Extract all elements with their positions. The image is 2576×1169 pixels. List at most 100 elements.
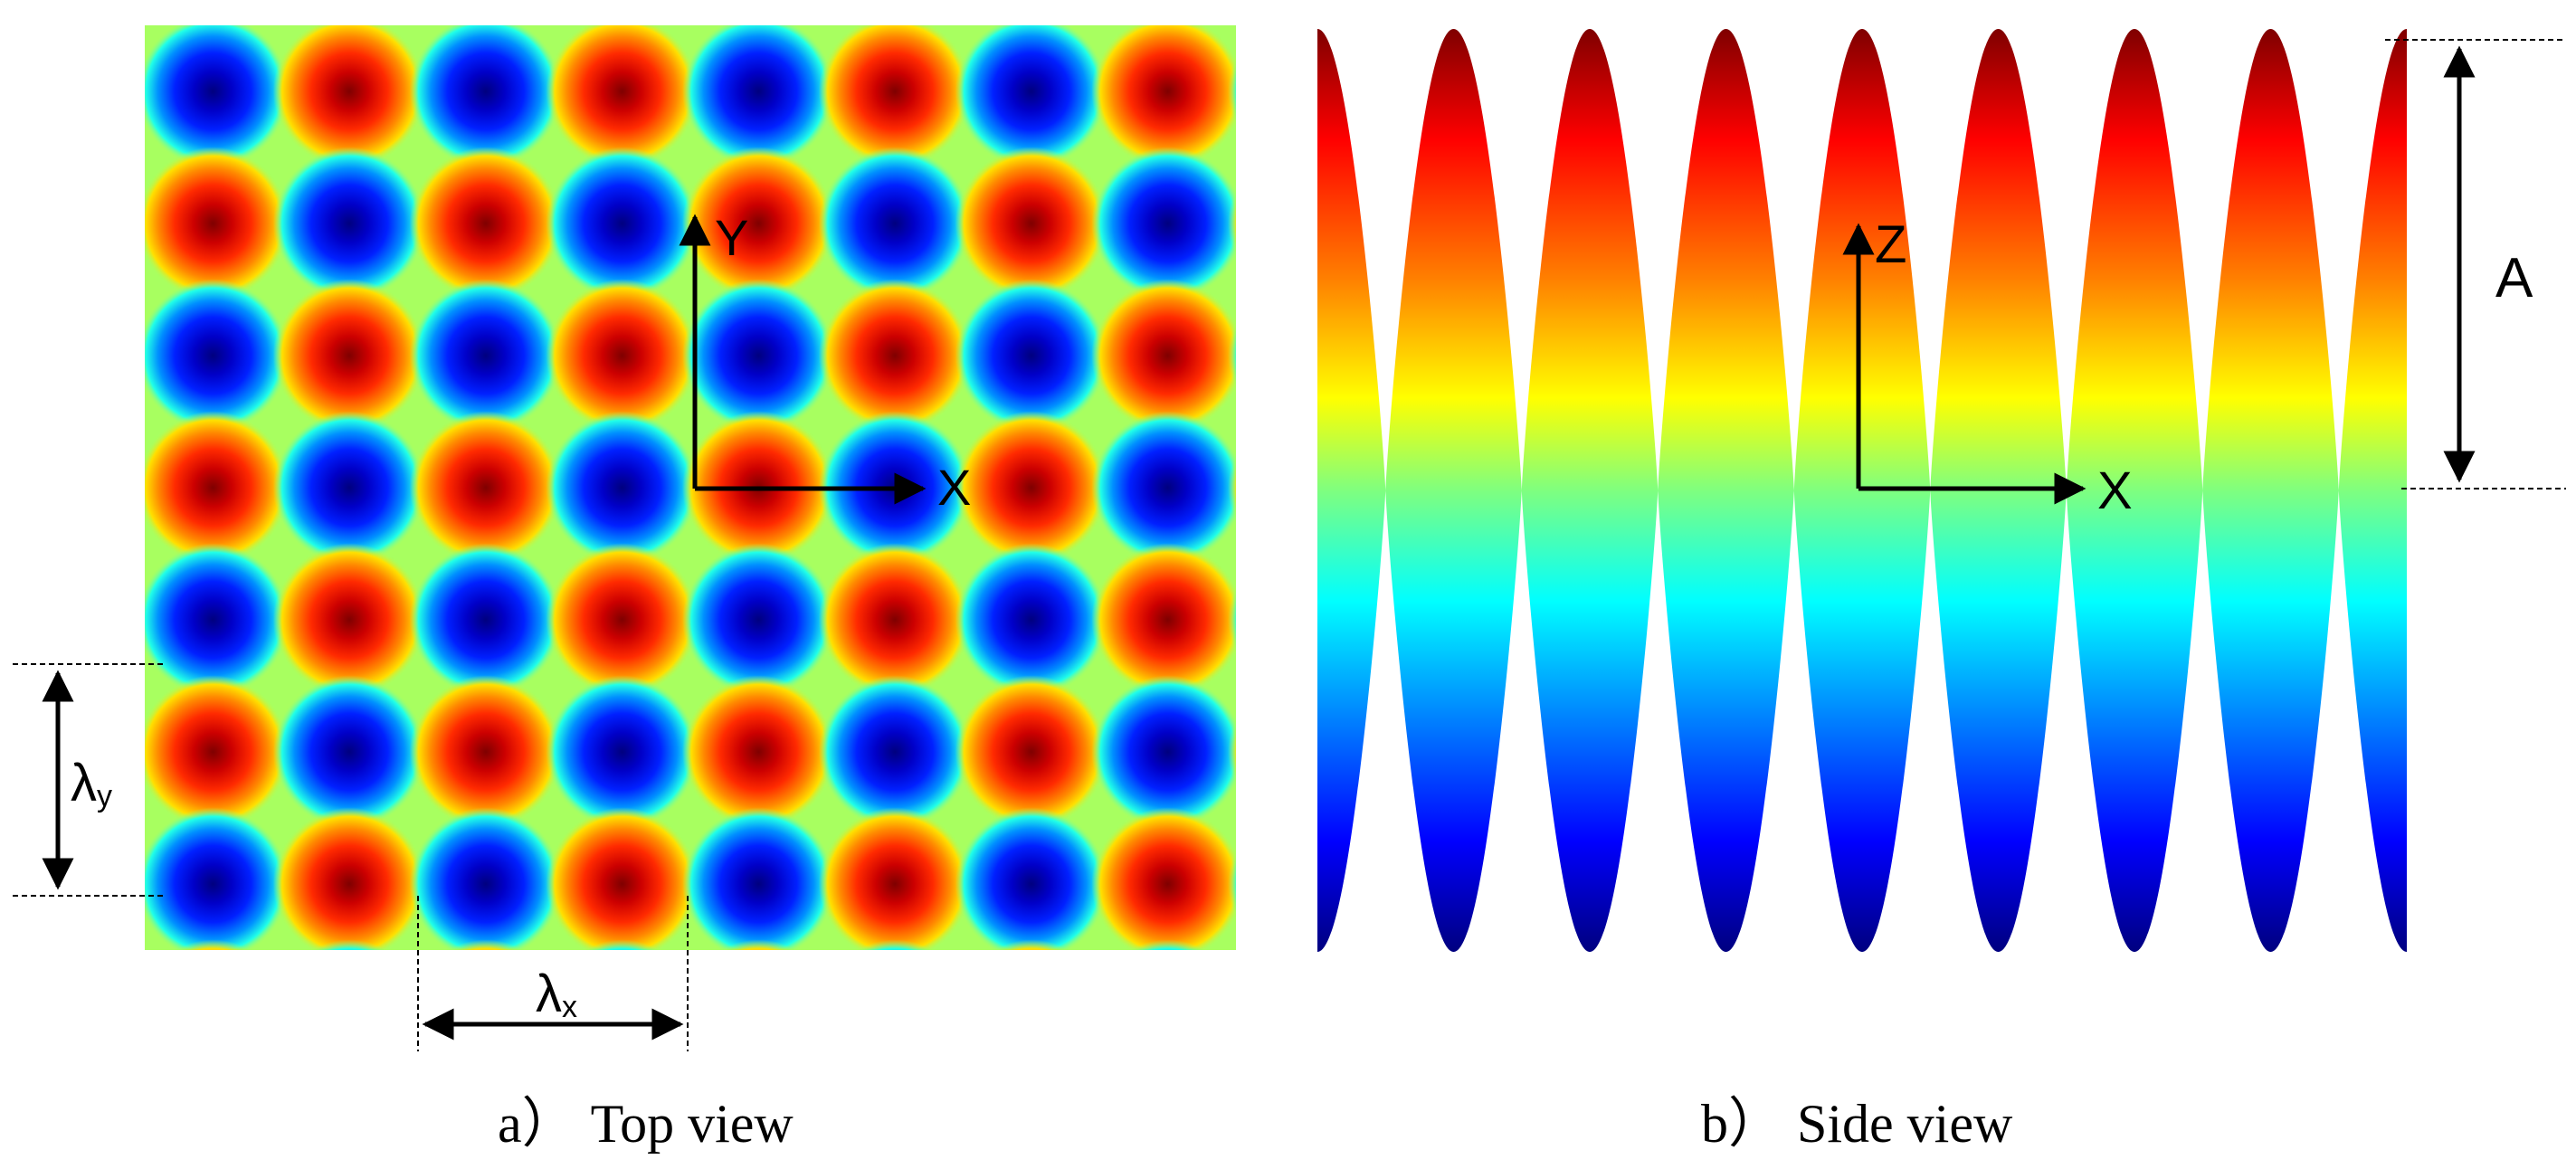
top-view-trough-cell bbox=[682, 543, 835, 697]
top-view-trough-cell bbox=[0, 0, 153, 36]
side-view-caption-text: Side view bbox=[1797, 1094, 2013, 1154]
top-view-peak-cell bbox=[145, 147, 290, 300]
top-view-peak-cell bbox=[1228, 452, 1236, 523]
top-view-peak-cell bbox=[174, 939, 252, 950]
top-view-peak-cell bbox=[1228, 717, 1236, 787]
top-view-trough-cell bbox=[272, 411, 426, 565]
top-view-peak-cell bbox=[818, 807, 972, 950]
top-view-trough-cell bbox=[682, 279, 835, 432]
top-view-peak-cell bbox=[546, 543, 699, 697]
lambda-y-symbol: λ bbox=[71, 754, 97, 813]
top-view-caption-tag: a） bbox=[498, 1094, 576, 1154]
top-view-peak-cell bbox=[682, 675, 835, 829]
top-view-peak-cell bbox=[272, 807, 426, 950]
lambda-y-subscript: y bbox=[97, 779, 112, 813]
top-view-trough-cell bbox=[955, 807, 1108, 950]
amplitude-label: A bbox=[2495, 247, 2533, 309]
top-view-trough-cell bbox=[1128, 939, 1207, 950]
top-view-peak-cell bbox=[1091, 807, 1236, 950]
top-view-peak-cell bbox=[145, 56, 153, 127]
top-view-peak-cell bbox=[1228, 188, 1236, 259]
top-view-peak-cell bbox=[993, 939, 1070, 950]
lambda-x-label: λx bbox=[536, 965, 577, 1024]
top-view-trough-cell bbox=[546, 675, 699, 829]
top-view-trough-cell bbox=[272, 675, 426, 829]
top-view-peak-cell bbox=[818, 543, 972, 697]
top-view-trough-cell bbox=[818, 675, 972, 829]
top-view-trough-cell bbox=[272, 147, 426, 300]
side-view-caption-tag: b） bbox=[1701, 1094, 1782, 1154]
top-view-trough-cell bbox=[583, 939, 661, 950]
top-view-trough-cell bbox=[145, 543, 290, 697]
top-view-peak-cell bbox=[546, 25, 699, 168]
top-view-peak-cell bbox=[1228, 939, 1381, 1092]
top-view-peak-cell bbox=[818, 25, 972, 168]
top-view-trough-cell bbox=[682, 25, 835, 168]
side-view-panel: A Z X b） Side view bbox=[1317, 29, 2566, 1154]
top-view-trough-cell bbox=[409, 807, 563, 950]
top-view-y-axis-label: Y bbox=[715, 209, 748, 266]
top-view-trough-cell bbox=[818, 147, 972, 300]
top-view-trough-cell bbox=[1091, 675, 1236, 829]
top-view-trough-cell bbox=[145, 807, 290, 950]
top-view-peak-cell bbox=[1091, 25, 1236, 168]
top-view-peak-cell bbox=[818, 279, 972, 432]
top-view-trough-cell bbox=[1228, 849, 1236, 919]
top-view-trough-cell bbox=[955, 279, 1108, 432]
lambda-x-symbol: λ bbox=[536, 965, 562, 1023]
top-view-peak-cell bbox=[1091, 543, 1236, 697]
top-view-peak-cell bbox=[272, 279, 426, 432]
top-view-peak-cell bbox=[682, 147, 835, 300]
top-view-trough-cell bbox=[145, 25, 290, 168]
top-view-peak-cell bbox=[1228, 0, 1381, 36]
top-view-trough-cell bbox=[1228, 584, 1236, 655]
top-view-trough-cell bbox=[1228, 320, 1236, 391]
top-view-trough-cell bbox=[546, 411, 699, 565]
top-view-caption-text: Top view bbox=[591, 1094, 794, 1154]
side-view-z-axis-label: Z bbox=[1875, 215, 1906, 274]
top-view-peak-cell bbox=[145, 675, 290, 829]
top-view-trough-cell bbox=[955, 25, 1108, 168]
top-view-peak-cell bbox=[145, 411, 290, 565]
top-view-trough-cell bbox=[409, 25, 563, 168]
top-view-trough-cell bbox=[0, 939, 153, 1092]
top-view-trough-cell bbox=[1091, 147, 1236, 300]
top-view-peak-cell bbox=[546, 807, 699, 950]
top-view-trough-cell bbox=[145, 279, 290, 432]
top-view-trough-cell bbox=[310, 939, 388, 950]
top-view-trough-cell bbox=[409, 279, 563, 432]
side-view-caption: b） Side view bbox=[1701, 1094, 2013, 1154]
lambda-x-subscript: x bbox=[562, 990, 577, 1024]
top-view-peak-cell bbox=[546, 279, 699, 432]
top-view-peak-cell bbox=[272, 25, 426, 168]
top-view-trough-cell bbox=[682, 807, 835, 950]
top-view-peak-cell bbox=[409, 411, 563, 565]
top-view-peak-cell bbox=[955, 675, 1108, 829]
top-view-peak-cell bbox=[955, 411, 1108, 565]
top-view-trough-cell bbox=[145, 188, 153, 259]
top-view-peak-cell bbox=[145, 584, 153, 655]
top-view-peak-cell bbox=[955, 147, 1108, 300]
top-view-caption: a） Top view bbox=[498, 1094, 794, 1154]
top-view-peak-cell bbox=[447, 939, 525, 950]
top-view-trough-cell bbox=[955, 543, 1108, 697]
top-view-trough-cell bbox=[856, 939, 934, 950]
top-view-trough-cell bbox=[1091, 411, 1236, 565]
top-view-x-axis-label: X bbox=[937, 459, 971, 516]
top-view-peak-cell bbox=[409, 147, 563, 300]
top-view-trough-cell bbox=[546, 147, 699, 300]
top-view-peak-cell bbox=[272, 543, 426, 697]
top-view-peak-cell bbox=[719, 939, 798, 950]
top-view-trough-cell bbox=[409, 543, 563, 697]
top-view-trough-cell bbox=[1228, 56, 1236, 127]
top-view-cell-pattern bbox=[0, 0, 1381, 1092]
top-view-panel: Y X λy λx a） Top view bbox=[0, 0, 1381, 1154]
top-view-peak-cell bbox=[145, 849, 153, 919]
top-view-peak-cell bbox=[409, 675, 563, 829]
top-view-peak-cell bbox=[1091, 279, 1236, 432]
top-view-peak-cell bbox=[145, 320, 153, 391]
side-view-x-axis-label: X bbox=[2097, 461, 2133, 520]
lambda-y-label: λy bbox=[71, 754, 112, 813]
top-view-trough-cell bbox=[145, 452, 153, 523]
